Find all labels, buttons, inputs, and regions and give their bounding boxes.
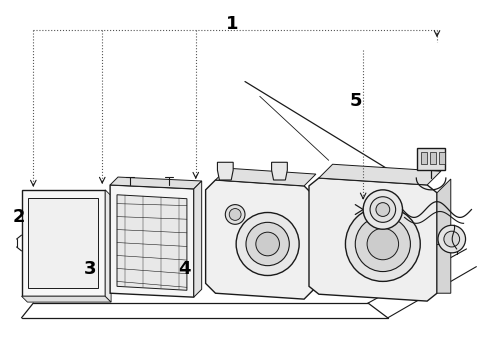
Circle shape (225, 204, 245, 224)
Polygon shape (319, 164, 441, 185)
Circle shape (345, 207, 420, 282)
Text: 4: 4 (178, 260, 190, 278)
Polygon shape (28, 198, 98, 288)
Polygon shape (417, 148, 445, 170)
Polygon shape (206, 180, 314, 299)
Circle shape (355, 216, 411, 271)
Circle shape (229, 208, 241, 220)
Text: 1: 1 (226, 15, 239, 33)
Polygon shape (194, 181, 202, 297)
Circle shape (438, 225, 466, 253)
Polygon shape (22, 296, 111, 302)
Circle shape (376, 203, 390, 216)
Polygon shape (105, 190, 111, 302)
Text: 2: 2 (12, 208, 25, 226)
Polygon shape (110, 185, 194, 297)
Polygon shape (216, 168, 316, 186)
Text: 5: 5 (350, 92, 363, 110)
Polygon shape (439, 152, 445, 164)
Text: 3: 3 (84, 260, 97, 278)
Circle shape (370, 197, 395, 222)
Polygon shape (22, 190, 105, 296)
Polygon shape (117, 195, 187, 290)
Polygon shape (271, 162, 287, 180)
Polygon shape (218, 162, 233, 180)
Polygon shape (437, 179, 451, 293)
Circle shape (367, 228, 398, 260)
Polygon shape (110, 177, 202, 189)
Circle shape (246, 222, 289, 266)
Circle shape (256, 232, 279, 256)
Polygon shape (430, 152, 436, 164)
Circle shape (444, 231, 460, 247)
Circle shape (236, 212, 299, 275)
Circle shape (363, 190, 402, 229)
Polygon shape (421, 152, 427, 164)
Polygon shape (314, 184, 326, 289)
Polygon shape (309, 178, 437, 301)
